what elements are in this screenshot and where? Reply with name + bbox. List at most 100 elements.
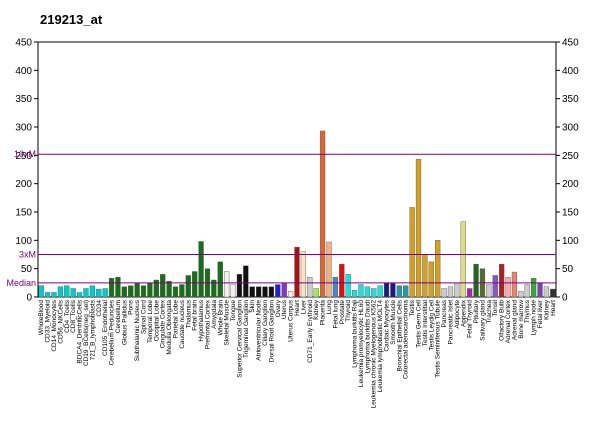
x-tick-label: Kidney	[543, 299, 550, 320]
x-tick-label: Pituitary	[473, 299, 480, 323]
x-tick-label: Tonsil	[492, 299, 499, 316]
bar	[518, 291, 524, 298]
x-tick-label: Cerebellum Peduncles	[109, 299, 116, 365]
x-tick-label: Cingulate Cortex	[160, 299, 167, 348]
y-tick-label: 50	[21, 264, 33, 275]
bar	[524, 284, 530, 298]
x-tick-label: Leukemia lymphoblastic MOLT4	[377, 300, 384, 393]
bar	[38, 285, 44, 298]
bar	[198, 241, 204, 298]
x-tick-label: Fetal lung	[332, 300, 339, 329]
x-tick-label: CD19_BCells(neg_sel)	[83, 300, 90, 366]
x-tick-label: Colorectal adenocarcinoma	[403, 300, 410, 380]
bar	[460, 221, 466, 298]
bar	[403, 285, 409, 298]
x-tick-label: Heart	[550, 300, 557, 316]
bar	[153, 279, 159, 298]
bar	[83, 288, 89, 298]
bar	[550, 288, 556, 298]
bar	[319, 130, 326, 298]
bar	[128, 285, 134, 298]
x-tick-label: CD8_Tcells	[70, 299, 77, 333]
x-tick-label: Parietal Lobe	[172, 300, 179, 339]
x-tick-label: Bone marrow	[518, 300, 525, 339]
y2-tick-label: 400	[562, 66, 579, 77]
x-tick-label: Adrenal gland	[511, 300, 518, 340]
x-tick-label: Globus Pallidus	[121, 299, 128, 345]
bar	[377, 285, 383, 298]
bar	[243, 265, 249, 298]
x-tick-label: 721_B_lymphoblasts	[89, 299, 96, 360]
bar	[147, 282, 153, 298]
x-tick-label: Testis	[409, 299, 416, 316]
x-tick-label: Caudate nucleus	[179, 299, 186, 349]
x-tick-label: Thymus	[524, 299, 531, 323]
x-tick-label: Lymph node	[531, 300, 538, 336]
y-tick-label: 450	[15, 38, 32, 49]
x-tick-label: Cardiac Myocytes	[384, 299, 391, 351]
bar	[415, 159, 422, 298]
y2-tick-label: 450	[562, 38, 579, 49]
reference-label: 10xM	[14, 149, 36, 159]
x-tick-label: Liver	[300, 299, 307, 314]
x-tick-label: Medulla Oblongata	[166, 300, 173, 355]
x-tick-label: Adrenal Cortex	[505, 299, 512, 343]
x-tick-label: Fetal liver	[537, 299, 544, 328]
bar	[499, 263, 505, 298]
bar	[249, 286, 255, 298]
y2-tick-label: 200	[562, 179, 579, 190]
bar	[51, 292, 57, 298]
bar	[454, 282, 460, 298]
bar	[192, 271, 198, 298]
bar	[537, 282, 543, 298]
x-tick-label: Trigeminal Ganglion	[243, 300, 250, 358]
bar	[275, 284, 281, 298]
y-tick-label: 300	[15, 123, 32, 134]
x-tick-label: Olfactory Bulb	[499, 300, 506, 341]
bar	[358, 284, 364, 298]
x-tick-label: Skeletal Muscle	[224, 300, 231, 346]
y-tick-label: 400	[15, 66, 32, 77]
x-tick-label: WholeBlood	[38, 300, 45, 335]
x-tick-label: Testis Germ Cell	[416, 299, 423, 347]
y2-tick-label: 0	[562, 293, 568, 304]
bar	[307, 276, 313, 298]
x-tick-label: Spinal Cord	[141, 300, 148, 334]
bar	[166, 280, 172, 298]
bar	[339, 263, 345, 298]
bar	[217, 261, 223, 298]
bar	[364, 286, 370, 298]
bar	[185, 275, 191, 298]
bar	[281, 283, 287, 298]
x-tick-label: Appendix	[460, 299, 467, 327]
bar	[422, 254, 428, 298]
x-tick-label: Skin	[249, 300, 256, 313]
x-tick-label: Uterus Corpus	[288, 299, 295, 342]
bar	[300, 251, 307, 298]
bar	[224, 271, 230, 298]
x-tick-label: Leukemia promyelocytic HL60	[358, 300, 365, 387]
bar	[492, 275, 498, 298]
bar	[351, 290, 358, 298]
bar	[409, 207, 415, 298]
x-tick-label: CD33_Myeloid	[45, 300, 52, 343]
bar	[447, 286, 454, 298]
y-tick-label: 250	[15, 151, 32, 162]
y2-tick-label: 100	[562, 236, 579, 247]
x-tick-label: Testis Leydig Cell	[428, 299, 435, 350]
x-tick-label: Tongue	[230, 300, 237, 322]
bar	[505, 276, 511, 298]
x-tick-label: Lymphoma burkitts Daudi	[364, 300, 371, 373]
bar	[89, 285, 95, 298]
bar	[294, 246, 300, 298]
x-tick-label: Thalamus	[185, 299, 192, 328]
x-tick-label: CD71_Early Erythroid	[307, 300, 314, 363]
x-tick-label: BDCA4_DentriticCells	[77, 299, 84, 363]
bar	[57, 286, 64, 298]
x-tick-label: Cerebellum	[115, 300, 122, 333]
bar	[268, 286, 275, 298]
bar	[390, 283, 396, 298]
bar	[172, 286, 179, 298]
bar	[44, 292, 51, 298]
x-tick-label: Ciliary Ganglion	[262, 300, 269, 346]
